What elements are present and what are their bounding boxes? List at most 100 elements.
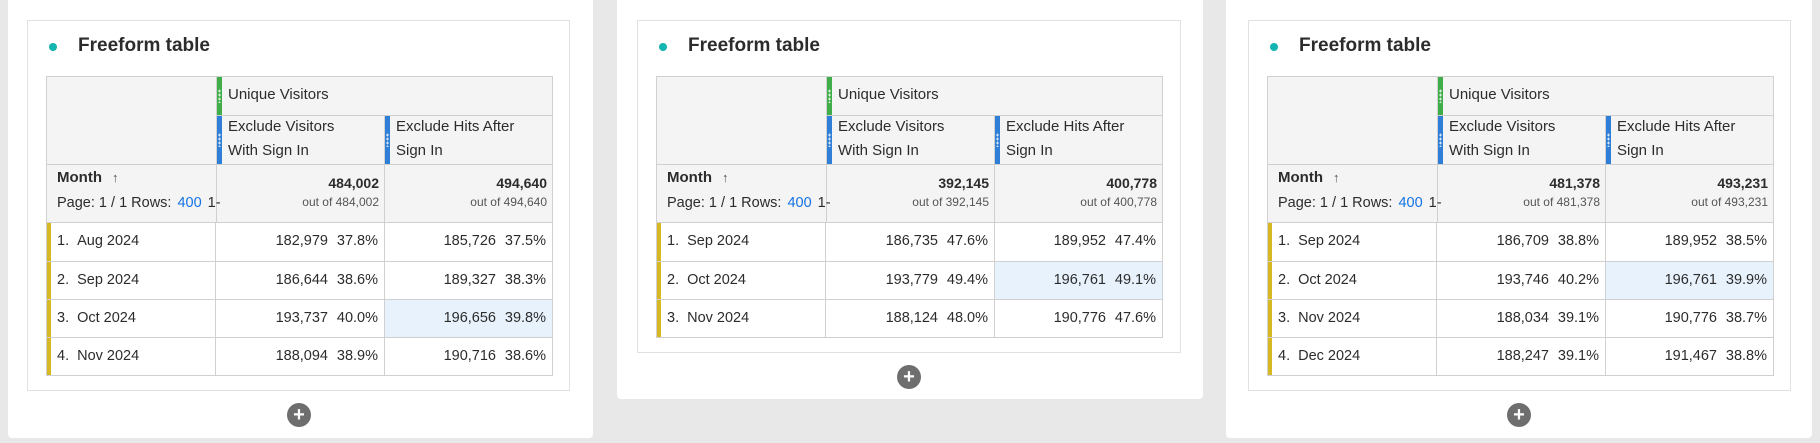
segment-header-exclude-hits-l2[interactable]: Sign In [1006, 142, 1053, 159]
metric-header-unique-visitors[interactable]: Unique Visitors [1449, 86, 1550, 103]
panel-header[interactable]: Freeform table [638, 21, 1180, 73]
segment-color-stripe[interactable] [385, 116, 390, 164]
table-cell[interactable]: 191,467 38.8% [1605, 338, 1773, 375]
row-label[interactable]: 4. Dec 2024 [1278, 348, 1361, 364]
table-cell[interactable]: 190,776 47.6% [994, 300, 1162, 337]
segment-color-stripe[interactable] [1606, 116, 1611, 164]
table-cell[interactable]: 186,735 47.6% [825, 223, 994, 261]
column-out-of-1: out of 392,145 [912, 195, 989, 209]
table-rows: 1. Sep 2024 186,709 38.8% 189,952 38.5% 2. O… [1268, 223, 1773, 375]
table-cell-selected[interactable]: 196,761 49.1% [994, 262, 1162, 299]
table-row[interactable]: 3. Nov 2024 188,034 39.1% 190,776 38.7% [1268, 299, 1773, 337]
table-cell[interactable]: 193,746 40.2% [1436, 262, 1605, 299]
segment-header-exclude-visitors-l1[interactable]: Exclude Visitors [1449, 118, 1556, 135]
table-cell[interactable]: 188,247 39.1% [1436, 338, 1605, 375]
segment-header-exclude-visitors-l1[interactable]: Exclude Visitors [228, 118, 335, 135]
freeform-panel-1: Freeform table Unique Visitors Exclude V… [27, 20, 570, 391]
table-cell[interactable]: 189,952 47.4% [994, 223, 1162, 261]
table-row[interactable]: 4. Nov 2024 188,094 38.9% 190,716 38.6% [47, 337, 552, 375]
segment-header-exclude-hits-l1[interactable]: Exclude Hits After [1006, 118, 1125, 135]
table-cell-selected[interactable]: 196,656 39.8% [384, 300, 552, 337]
table-cell[interactable]: 185,726 37.5% [384, 223, 552, 261]
row-label[interactable]: 1. Sep 2024 [667, 233, 750, 249]
metric-color-stripe[interactable] [827, 77, 832, 115]
table-cell[interactable]: 182,979 37.8% [215, 223, 384, 261]
table-cell[interactable]: 193,779 49.4% [825, 262, 994, 299]
segment-header-exclude-hits-l1[interactable]: Exclude Hits After [396, 118, 515, 135]
row-label[interactable]: 4. Nov 2024 [57, 348, 140, 364]
column-total-1: 392,145 [938, 175, 989, 191]
dimension-header-month[interactable]: Month ↑ [57, 169, 119, 186]
metric-color-stripe[interactable] [1438, 77, 1443, 115]
table-cell[interactable]: 188,034 39.1% [1436, 300, 1605, 337]
table-header: Unique Visitors Exclude Visitors With Si… [657, 77, 1162, 223]
table-cell[interactable]: 193,737 40.0% [215, 300, 384, 337]
row-label[interactable]: 3. Oct 2024 [57, 310, 136, 326]
plus-circle-icon[interactable]: + [1507, 403, 1531, 427]
table-header: Unique Visitors Exclude Visitors With Si… [1268, 77, 1773, 223]
segment-color-stripe[interactable] [217, 116, 222, 164]
plus-circle-icon[interactable]: + [897, 365, 921, 389]
column-out-of-1: out of 481,378 [1523, 195, 1600, 209]
row-label[interactable]: 2. Oct 2024 [1278, 272, 1357, 288]
plus-circle-icon[interactable]: + [287, 403, 311, 427]
segment-header-exclude-visitors-l2[interactable]: With Sign In [1449, 142, 1530, 159]
panel-header[interactable]: Freeform table [28, 21, 569, 73]
row-label[interactable]: 2. Oct 2024 [667, 272, 746, 288]
rows-per-page-link[interactable]: 400 [177, 195, 202, 211]
segment-header-exclude-hits-l2[interactable]: Sign In [396, 142, 443, 159]
dimension-header-month[interactable]: Month ↑ [1278, 169, 1340, 186]
segment-color-stripe[interactable] [995, 116, 1000, 164]
rows-per-page-link[interactable]: 400 [787, 195, 812, 211]
arrow-up-icon[interactable]: ↑ [111, 170, 119, 185]
table-rows: 1. Sep 2024 186,735 47.6% 189,952 47.4% 2. O… [657, 223, 1162, 337]
rows-per-page-link[interactable]: 400 [1398, 195, 1423, 211]
column-total-1: 481,378 [1549, 175, 1600, 191]
column-out-of-2: out of 400,778 [1080, 195, 1157, 209]
table-row[interactable]: 3. Oct 2024 193,737 40.0% 196,656 39.8% [47, 299, 552, 337]
row-label[interactable]: 1. Aug 2024 [57, 233, 140, 249]
segment-header-exclude-hits-l2[interactable]: Sign In [1617, 142, 1664, 159]
segment-header-exclude-visitors-l2[interactable]: With Sign In [228, 142, 309, 159]
table-row[interactable]: 2. Oct 2024 193,746 40.2% 196,761 39.9% [1268, 261, 1773, 299]
row-label[interactable]: 3. Nov 2024 [667, 310, 750, 326]
segment-color-stripe[interactable] [1438, 116, 1443, 164]
row-label[interactable]: 1. Sep 2024 [1278, 233, 1361, 249]
segment-color-stripe[interactable] [827, 116, 832, 164]
table-cell[interactable]: 188,124 48.0% [825, 300, 994, 337]
panel-header[interactable]: Freeform table [1249, 21, 1790, 73]
table-cell[interactable]: 186,709 38.8% [1436, 223, 1605, 261]
pagination-info: Page: 1 / 1 Rows: 400 1- [57, 195, 221, 211]
table-row[interactable]: 1. Sep 2024 186,735 47.6% 189,952 47.4% [657, 223, 1162, 261]
table-row[interactable]: 4. Dec 2024 188,247 39.1% 191,467 38.8% [1268, 337, 1773, 375]
metric-header-unique-visitors[interactable]: Unique Visitors [838, 86, 939, 103]
arrow-up-icon[interactable]: ↑ [1332, 170, 1340, 185]
segment-header-exclude-visitors-l2[interactable]: With Sign In [838, 142, 919, 159]
table-row[interactable]: 2. Sep 2024 186,644 38.6% 189,327 38.3% [47, 261, 552, 299]
row-label[interactable]: 2. Sep 2024 [57, 272, 140, 288]
segment-header-exclude-hits-l1[interactable]: Exclude Hits After [1617, 118, 1736, 135]
metric-header-unique-visitors[interactable]: Unique Visitors [228, 86, 329, 103]
dimension-header-month[interactable]: Month ↑ [667, 169, 729, 186]
table-cell[interactable]: 189,952 38.5% [1605, 223, 1773, 261]
table-rows: 1. Aug 2024 182,979 37.8% 185,726 37.5% 2. S… [47, 223, 552, 375]
table-row[interactable]: 1. Aug 2024 182,979 37.8% 185,726 37.5% [47, 223, 552, 261]
freeform-panel-3: Freeform table Unique Visitors Exclude V… [1248, 20, 1791, 391]
table-row[interactable]: 2. Oct 2024 193,779 49.4% 196,761 49.1% [657, 261, 1162, 299]
segment-header-exclude-visitors-l1[interactable]: Exclude Visitors [838, 118, 945, 135]
table-cell-selected[interactable]: 196,761 39.9% [1605, 262, 1773, 299]
arrow-up-icon[interactable]: ↑ [721, 170, 729, 185]
table-row[interactable]: 1. Sep 2024 186,709 38.8% 189,952 38.5% [1268, 223, 1773, 261]
freeform-panel-2: Freeform table Unique Visitors Exclude V… [637, 20, 1181, 353]
row-label[interactable]: 3. Nov 2024 [1278, 310, 1361, 326]
table-cell[interactable]: 186,644 38.6% [215, 262, 384, 299]
table-cell[interactable]: 189,327 38.3% [384, 262, 552, 299]
table-cell[interactable]: 190,716 38.6% [384, 338, 552, 375]
table-cell[interactable]: 190,776 38.7% [1605, 300, 1773, 337]
column-total-1: 484,002 [328, 175, 379, 191]
metric-color-stripe[interactable] [217, 77, 222, 115]
column-total-2: 494,640 [496, 175, 547, 191]
panel-title: Freeform table [688, 35, 820, 56]
table-cell[interactable]: 188,094 38.9% [215, 338, 384, 375]
table-row[interactable]: 3. Nov 2024 188,124 48.0% 190,776 47.6% [657, 299, 1162, 337]
